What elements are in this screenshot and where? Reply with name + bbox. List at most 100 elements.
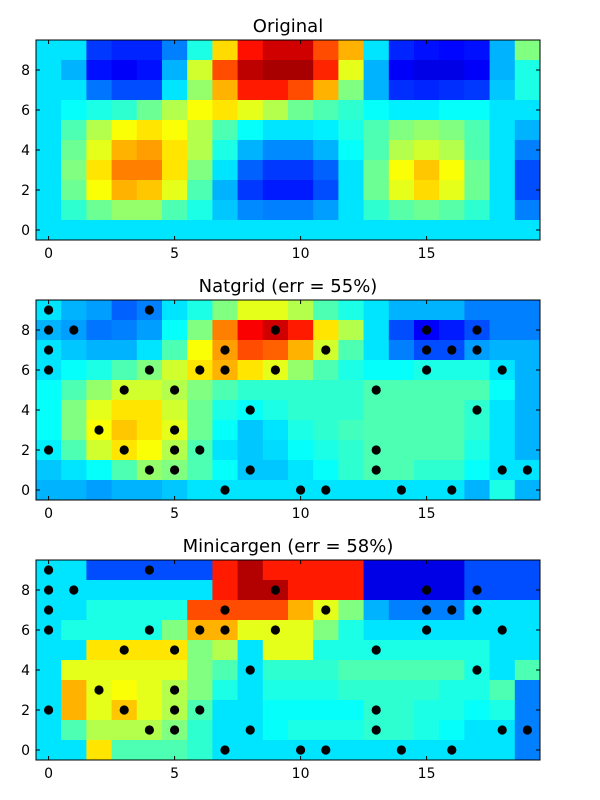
heatmap-cell [464, 620, 490, 641]
heatmap-cell [237, 120, 264, 141]
heatmap-cell [86, 40, 112, 61]
heatmap-cell [162, 120, 188, 141]
heatmap-cell [313, 60, 339, 81]
heatmap-cell [111, 220, 138, 241]
heatmap-cell [61, 480, 87, 501]
sample-point [447, 485, 457, 495]
heatmap-cell [136, 660, 163, 681]
sample-point [44, 605, 54, 615]
heatmap-cell [111, 120, 138, 141]
heatmap-cell [338, 360, 364, 381]
heatmap-cell [212, 220, 238, 241]
heatmap-cell [363, 180, 390, 201]
heatmap-cell [363, 560, 390, 581]
heatmap-cell [464, 140, 490, 161]
heatmap-cell [363, 100, 390, 121]
heatmap-cell [187, 680, 213, 701]
x-tick-label: 10 [292, 766, 310, 782]
sample-point [422, 325, 432, 335]
heatmap-cell [288, 200, 314, 221]
heatmap-cell [187, 100, 213, 121]
heatmap-cell [388, 180, 415, 201]
heatmap-cell [162, 200, 188, 221]
heatmap-cell [288, 720, 314, 741]
sample-point [220, 625, 230, 635]
heatmap-cell [136, 40, 163, 61]
heatmap-cell [212, 440, 238, 461]
sample-point [44, 345, 54, 355]
heatmap-cell [237, 360, 264, 381]
heatmap-cell [61, 380, 87, 401]
sample-point [119, 445, 129, 455]
heatmap-cell [162, 480, 188, 501]
heatmap-cell [514, 300, 541, 321]
heatmap-cell [514, 80, 541, 101]
heatmap-cell [313, 200, 339, 221]
heatmap-cell [363, 220, 390, 241]
panel-title: Original [253, 16, 323, 37]
heatmap-cell [414, 40, 440, 61]
heatmap-cell [61, 340, 87, 361]
heatmap-cell [363, 600, 390, 621]
sample-point [245, 465, 255, 475]
heatmap-cell [414, 400, 440, 421]
heatmap-cell [36, 80, 62, 101]
heatmap-cell [514, 340, 541, 361]
heatmap-cell [262, 160, 289, 181]
sample-point [170, 385, 180, 395]
heatmap-cell [237, 600, 264, 621]
heatmap-cell [439, 160, 465, 181]
heatmap-cell [212, 180, 238, 201]
heatmap-cell [86, 700, 112, 721]
heatmap-cell [111, 200, 138, 221]
heatmap-cell [338, 340, 364, 361]
sample-point [144, 625, 154, 635]
heatmap-cell [262, 660, 289, 681]
heatmap-cell [388, 380, 415, 401]
heatmap-cell [36, 660, 62, 681]
heatmap-cell [187, 60, 213, 81]
heatmap-cell [388, 700, 415, 721]
heatmap-cell [514, 40, 541, 61]
heatmap-cell [61, 460, 87, 481]
sample-point [220, 345, 230, 355]
heatmap-cell [111, 740, 138, 761]
heatmap-cell [439, 660, 465, 681]
heatmap-cell [187, 600, 213, 621]
sample-point [69, 325, 79, 335]
heatmap-cell [489, 60, 516, 81]
sample-point [69, 585, 79, 595]
heatmap-cell [363, 620, 390, 641]
heatmap-cell [36, 120, 62, 141]
heatmap-cell [439, 60, 465, 81]
y-tick-label: 6 [21, 623, 30, 639]
heatmap-cell [464, 480, 490, 501]
heatmap-cell [363, 140, 390, 161]
sample-point [296, 745, 306, 755]
heatmap-cell [489, 140, 516, 161]
heatmap-cell [414, 140, 440, 161]
sample-point [497, 625, 507, 635]
heatmap-cell [136, 100, 163, 121]
heatmap-cell [439, 100, 465, 121]
heatmap-cell [288, 40, 314, 61]
heatmap-cell [86, 640, 112, 661]
heatmap-cell [439, 380, 465, 401]
heatmap-cell [61, 440, 87, 461]
heatmap-cell [338, 160, 364, 181]
axes-frame [35, 559, 541, 761]
heatmap-cell [288, 620, 314, 641]
heatmap-cell [338, 220, 364, 241]
heatmap-cell [439, 80, 465, 101]
heatmap-cell [464, 120, 490, 141]
heatmap-cell [464, 160, 490, 181]
heatmap-cell [514, 320, 541, 341]
heatmap-cell [111, 40, 138, 61]
heatmap-cell [338, 200, 364, 221]
heatmap-cell [288, 360, 314, 381]
heatmap-cell [313, 300, 339, 321]
heatmap-cell [388, 340, 415, 361]
heatmap-cell [86, 580, 112, 601]
heatmap-cell [86, 460, 112, 481]
heatmap-cell [464, 60, 490, 81]
